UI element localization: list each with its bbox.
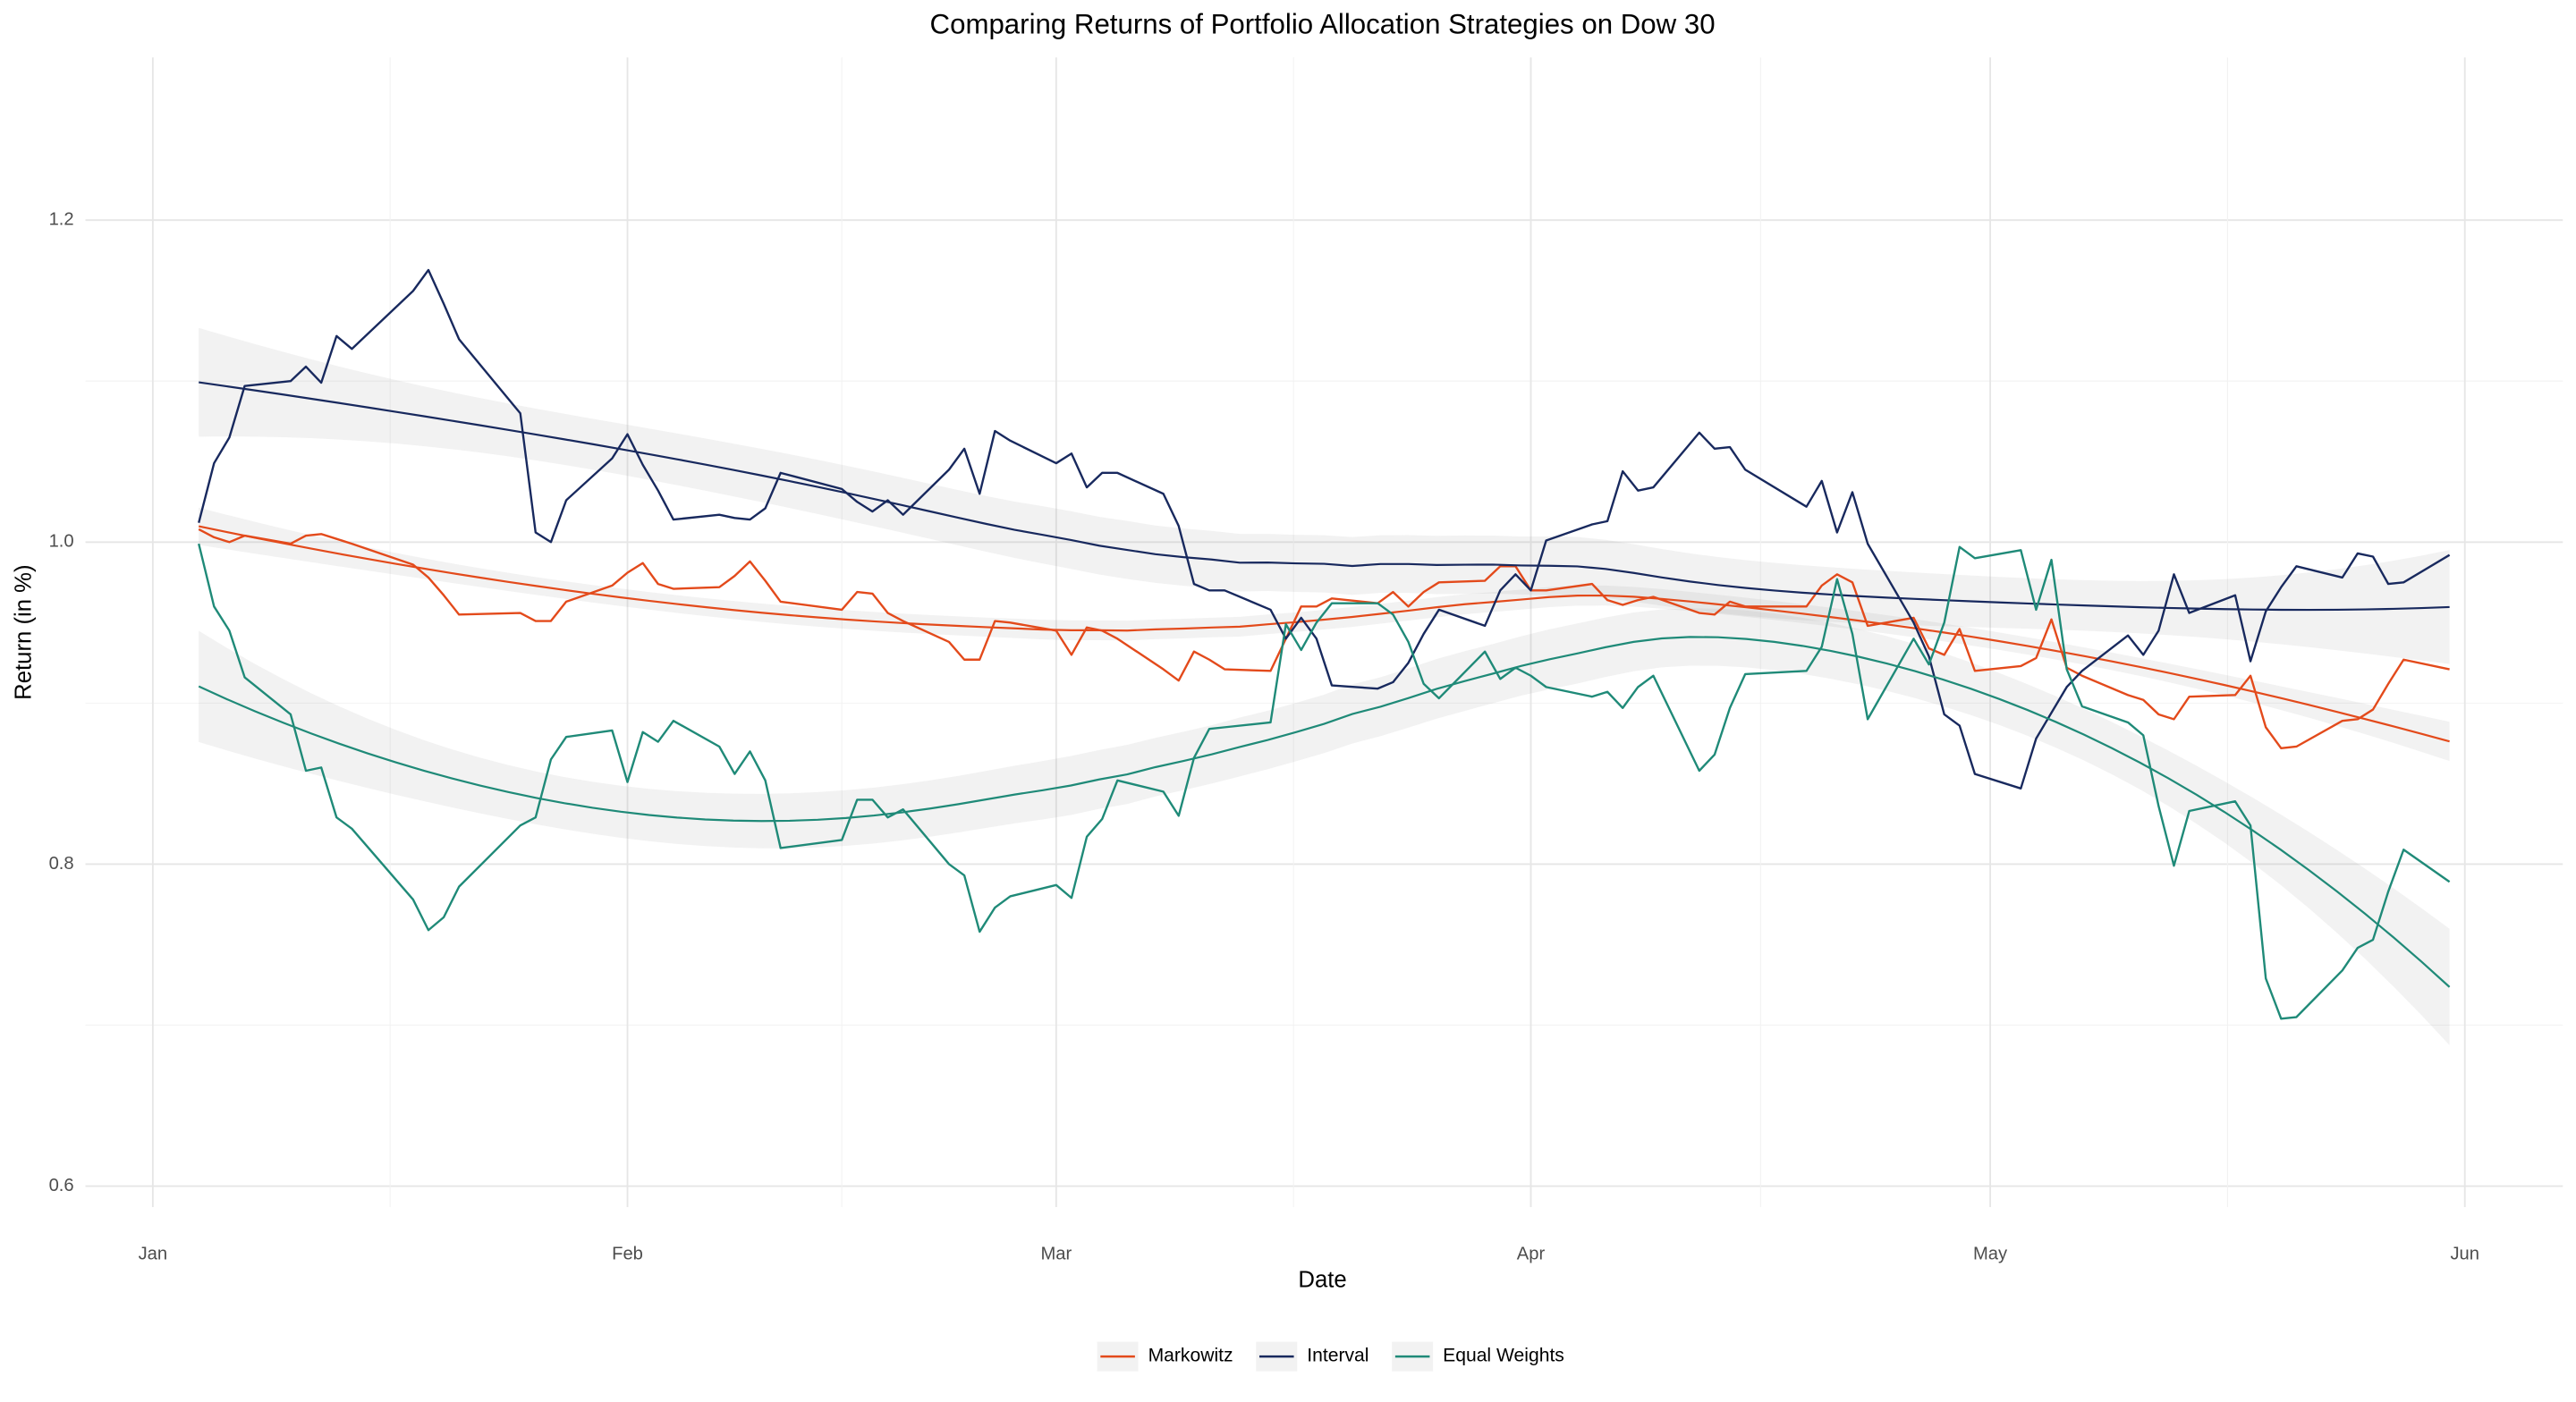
legend-label: Equal Weights bbox=[1443, 1346, 1564, 1366]
trend-line bbox=[198, 636, 2451, 988]
y-tick-label: 0.8 bbox=[49, 854, 74, 874]
x-tick-label: Jan bbox=[139, 1245, 168, 1264]
trend-line bbox=[199, 381, 2450, 612]
chart-title: Comparing Returns of Portfolio Allocatio… bbox=[930, 9, 1716, 40]
confidence-band bbox=[199, 327, 2450, 664]
legend-item: Equal Weights bbox=[1392, 1341, 1564, 1372]
data-line bbox=[198, 268, 2451, 790]
confidence-band bbox=[199, 608, 2450, 1045]
legend-label: Markowitz bbox=[1148, 1346, 1233, 1366]
legend-item: Markowitz bbox=[1097, 1341, 1233, 1372]
trend-line bbox=[198, 525, 2450, 743]
x-tick-label: May bbox=[1973, 1245, 2008, 1264]
data-line bbox=[198, 528, 2450, 749]
legend-item: Interval bbox=[1256, 1341, 1368, 1372]
x-tick-label: Feb bbox=[612, 1245, 643, 1264]
x-tick-label: Apr bbox=[1517, 1245, 1546, 1264]
confidence-band bbox=[199, 507, 2450, 762]
y-axis-title: Return (in %) bbox=[11, 564, 36, 699]
y-tick-label: 0.6 bbox=[49, 1176, 74, 1195]
x-tick-label: Mar bbox=[1040, 1245, 1072, 1264]
x-axis-title: Date bbox=[1298, 1267, 1346, 1292]
legend-label: Interval bbox=[1307, 1346, 1368, 1366]
bands bbox=[199, 327, 2450, 1045]
legend: Markowitz Interval Equal Weights bbox=[1097, 1341, 1564, 1372]
data-line bbox=[198, 543, 2451, 1020]
y-tick-label: 1.2 bbox=[49, 209, 74, 229]
y-tick-label: 1.0 bbox=[49, 532, 74, 552]
lines bbox=[198, 268, 2451, 1020]
x-tick-label: Jun bbox=[2450, 1245, 2479, 1264]
grid bbox=[85, 57, 2563, 1207]
